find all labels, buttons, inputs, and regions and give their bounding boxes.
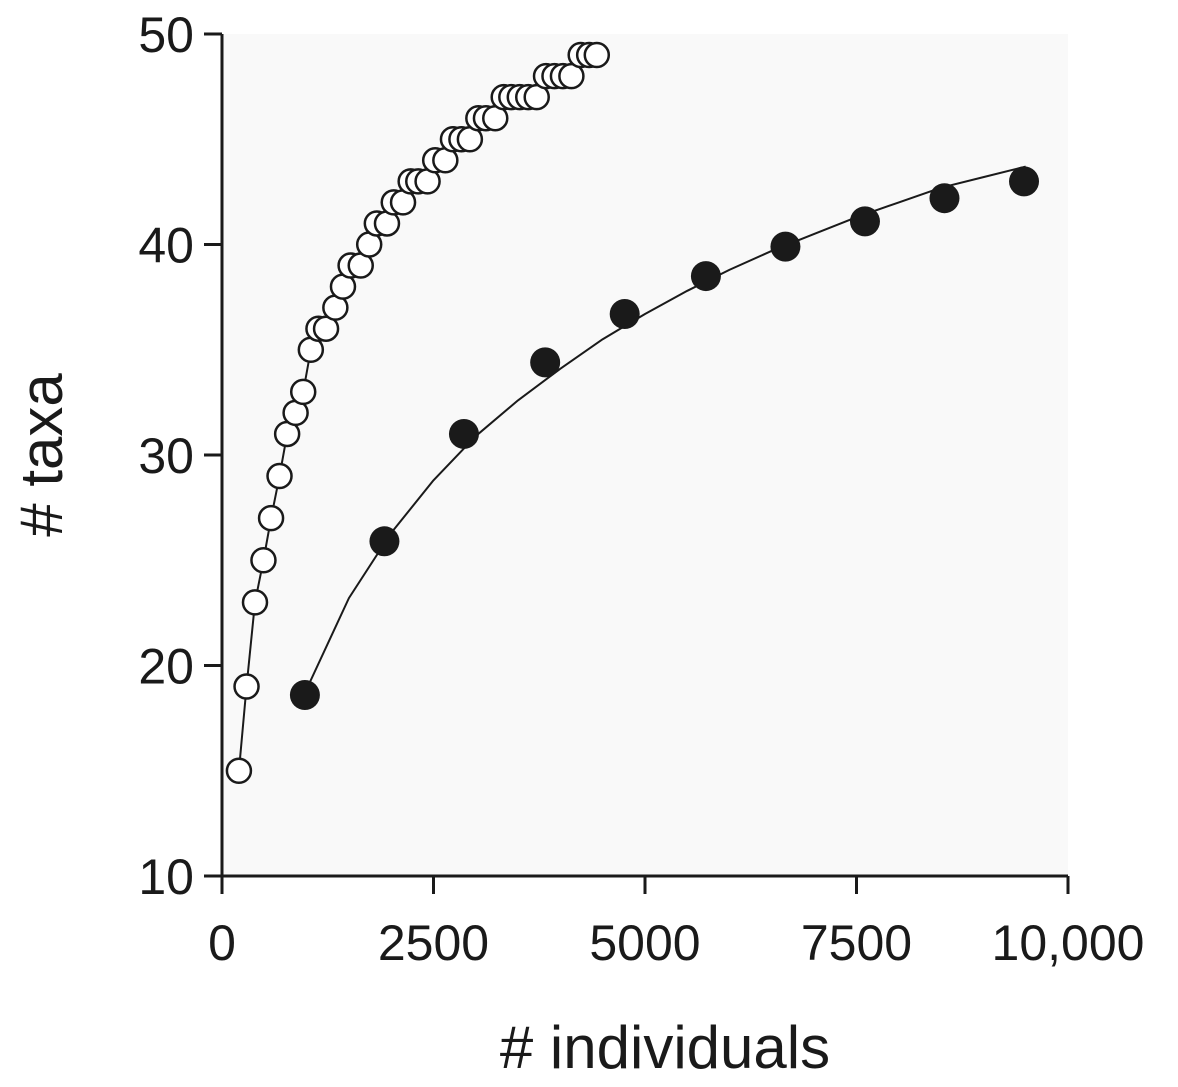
series-1-point bbox=[250, 547, 277, 574]
x-tick-label: 5000 bbox=[589, 915, 700, 971]
series-2-point bbox=[289, 679, 320, 710]
y-tick-label: 40 bbox=[138, 218, 194, 274]
ticks: 10 20 30 40 50 0 2500 5000 7500 10,000 bbox=[138, 7, 1144, 971]
x-tick-label: 2500 bbox=[378, 915, 489, 971]
series-2-point bbox=[770, 231, 801, 262]
y-tick-label: 20 bbox=[138, 639, 194, 695]
data-points bbox=[225, 41, 1040, 784]
series-1-point bbox=[583, 41, 611, 69]
series-2-point bbox=[369, 526, 400, 557]
y-tick-label: 10 bbox=[138, 849, 194, 905]
series-2-point bbox=[530, 347, 561, 378]
x-tick-label: 10,000 bbox=[992, 915, 1145, 971]
x-axis-title: # individuals bbox=[500, 1014, 830, 1081]
x-tick-label: 0 bbox=[208, 915, 236, 971]
series-1-point bbox=[225, 757, 253, 784]
series-1-point bbox=[257, 504, 285, 532]
plot-background bbox=[222, 34, 1068, 876]
y-tick-label: 50 bbox=[138, 7, 194, 63]
series-2-point bbox=[690, 261, 721, 292]
series-2-point bbox=[929, 183, 960, 214]
series-1-point bbox=[241, 589, 269, 616]
series-1-point bbox=[266, 462, 293, 490]
series-1-point bbox=[289, 378, 317, 406]
x-tick-label: 7500 bbox=[801, 915, 912, 971]
y-tick-label: 30 bbox=[138, 428, 194, 484]
series-2-point bbox=[1009, 166, 1040, 197]
series-1-point bbox=[233, 673, 260, 700]
series-2-point bbox=[849, 206, 880, 237]
y-axis-title: # taxa bbox=[8, 373, 75, 537]
series-2-point bbox=[448, 418, 479, 449]
series-2-point bbox=[609, 298, 640, 329]
series-2-fit-curve bbox=[304, 165, 1026, 694]
